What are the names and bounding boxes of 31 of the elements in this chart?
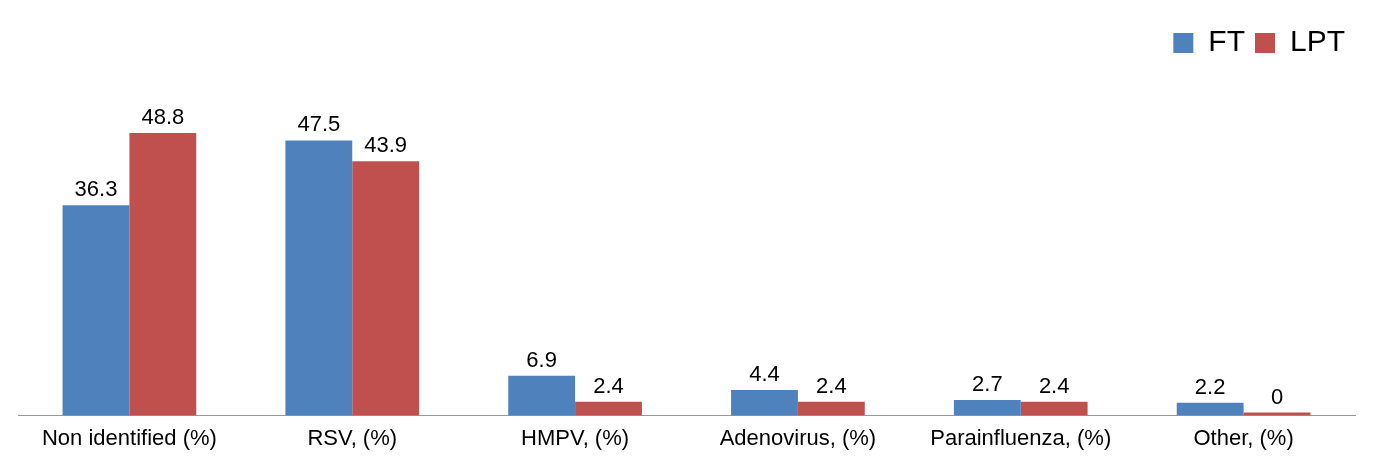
x-tick-label: Other, (%) [1193,424,1294,450]
bar [129,132,197,416]
x-tick-label: Non identified (%) [41,424,217,450]
legend-label: LPT [1289,24,1346,58]
data-label: 2.4 [1038,372,1070,398]
data-label: 43.9 [364,132,408,158]
x-tick-label: Parainfluenza, (%) [930,424,1112,450]
data-label: 2.2 [1194,373,1226,399]
data-label: 2.4 [593,372,624,398]
bar [285,140,353,416]
data-label: 48.8 [141,103,185,129]
data-label: 2.4 [816,372,847,398]
data-label: 47.5 [297,111,341,137]
data-label: 2.7 [972,371,1003,397]
data-label: 4.4 [749,361,780,387]
x-tick-label: Adenovirus, (%) [719,424,877,450]
bar [62,205,130,416]
bar [731,390,798,416]
data-label: 6.9 [526,346,557,372]
x-tick-label: HMPV, (%) [521,424,630,450]
data-label: 0 [1270,383,1284,409]
bar [953,399,1021,416]
bar [575,401,642,416]
bar [797,401,865,416]
bar [352,161,420,416]
x-tick-label: RSV, (%) [307,424,398,450]
legend-label: FT [1208,24,1245,58]
bar [1020,401,1088,416]
bar [508,375,576,416]
bar [1176,402,1244,416]
data-label: 36.3 [74,176,118,202]
